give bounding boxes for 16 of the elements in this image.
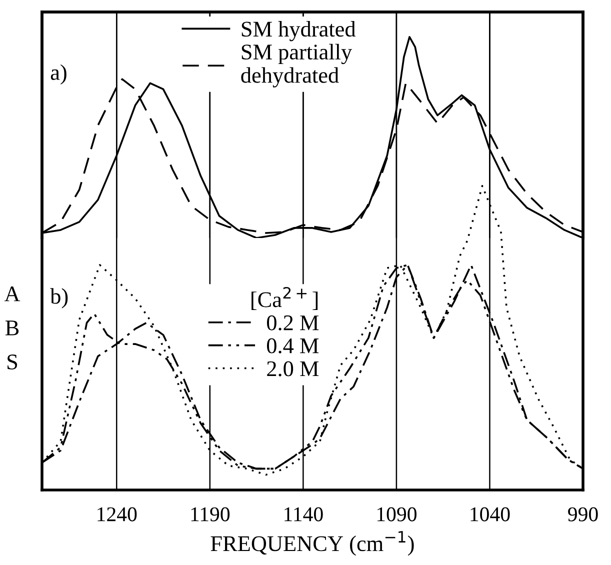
x-tick-label: 1040: [470, 507, 510, 522]
legend-label: SM hydrated: [242, 21, 356, 42]
annotation: b): [50, 288, 68, 308]
y-axis-title: ABS: [4, 286, 20, 370]
x-tick-label: 1190: [191, 507, 230, 522]
x-axis-title: FREQUENCY (cm$^{−1}$): [210, 531, 414, 556]
legend-label: 0.2 M: [267, 315, 319, 330]
legend-label: 2.0 M: [267, 361, 319, 376]
x-tick-label: 1240: [98, 507, 137, 522]
annotation: a): [50, 64, 66, 85]
legend-label: 0.4 M: [267, 338, 319, 354]
legend-title: [Ca$^{2+}$]: [252, 286, 318, 310]
legend-label: SM partially dehydrated: [241, 44, 352, 88]
x-tick-label: 1140: [284, 507, 323, 522]
x-tick-label: 990: [568, 507, 598, 522]
x-tick-label: 1090: [377, 507, 416, 522]
